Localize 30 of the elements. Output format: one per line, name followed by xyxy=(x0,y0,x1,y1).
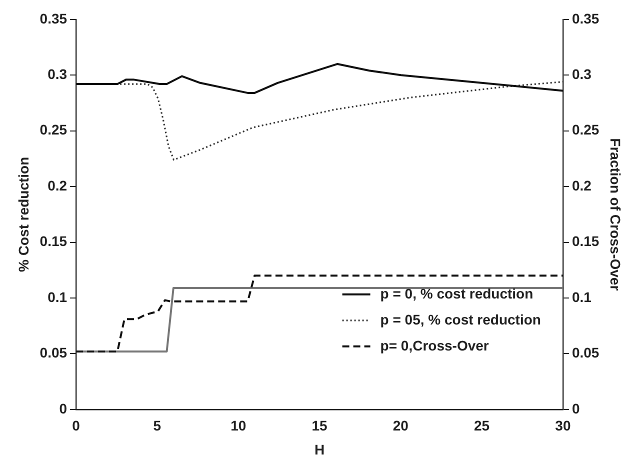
legend-label: p= 0,Cross-Over xyxy=(380,337,490,354)
y-axis-title: % Cost reduction xyxy=(15,156,32,272)
y-tick-label: 0.3 xyxy=(48,66,68,82)
y-tick-label: 0.35 xyxy=(40,10,68,26)
y2-tick-label: 0.15 xyxy=(572,233,600,250)
x-tick-label: 20 xyxy=(392,418,409,434)
y-tick-label: 0.15 xyxy=(40,233,68,250)
y2-tick-label: 0 xyxy=(572,400,580,416)
y2-tick-label: 0.35 xyxy=(572,10,600,26)
y-tick-label: 0.1 xyxy=(48,288,68,305)
y-tick-label: 0 xyxy=(59,400,68,416)
y2-tick-label: 0.2 xyxy=(572,177,592,194)
x-tick-label: 15 xyxy=(312,418,328,434)
y-tick-label: 0.05 xyxy=(40,344,68,361)
y2-tick-label: 0.25 xyxy=(572,122,600,138)
x-axis-title: H xyxy=(314,441,325,458)
line-series xyxy=(76,274,563,352)
x-tick-label: 5 xyxy=(153,418,162,434)
y2-tick-label: 0.05 xyxy=(572,344,600,361)
legend-label: p = 05, % cost reduction xyxy=(380,311,541,328)
y-tick-label: 0.2 xyxy=(48,177,68,194)
legend-label: p = 0, % cost reduction xyxy=(380,285,534,302)
x-tick-label: 10 xyxy=(230,418,246,434)
y2-tick-label: 0.3 xyxy=(572,66,592,82)
x-tick-label: 0 xyxy=(72,418,80,434)
x-tick-label: 25 xyxy=(474,418,490,434)
y2-axis-title: Fraction of Cross-Over xyxy=(608,138,624,292)
x-tick-label: 30 xyxy=(555,418,571,434)
y-tick-label: 0.25 xyxy=(40,122,68,138)
y2-tick-label: 0.1 xyxy=(572,288,592,305)
